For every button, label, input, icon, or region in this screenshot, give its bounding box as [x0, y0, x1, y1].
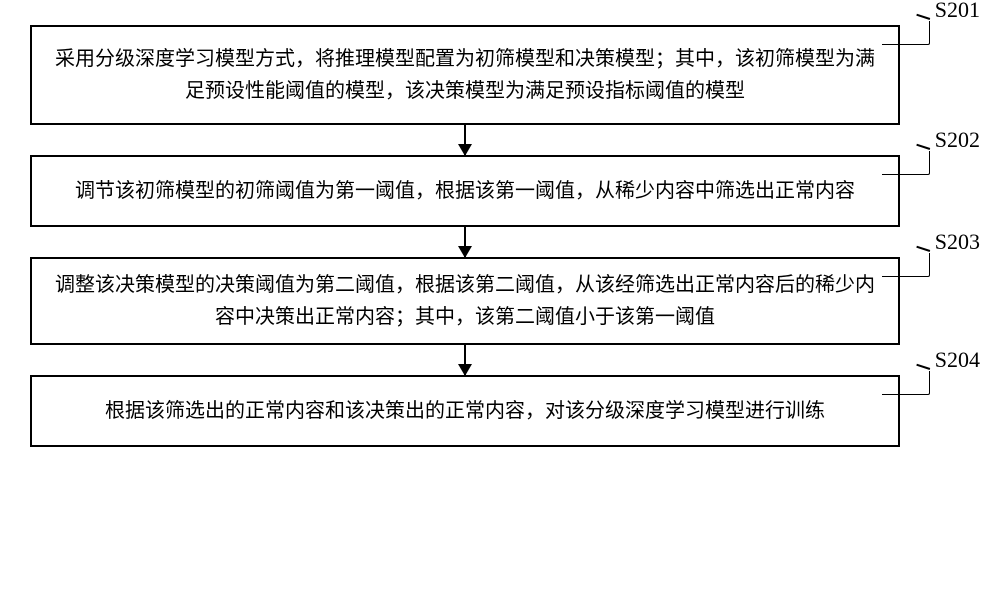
step-box-s204: 根据该筛选出的正常内容和该决策出的正常内容，对该分级深度学习模型进行训练	[30, 375, 900, 447]
arrow-s201-s202	[464, 125, 466, 155]
leader-line-s203	[882, 253, 930, 277]
step-text-s202: 调节该初筛模型的初筛阈值为第一阈值，根据该第一阈值，从稀少内容中筛选出正常内容	[75, 175, 855, 207]
step-box-s202: 调节该初筛模型的初筛阈值为第一阈值，根据该第一阈值，从稀少内容中筛选出正常内容	[30, 155, 900, 227]
arrow-s202-s203	[464, 227, 466, 257]
leader-line-s202	[882, 151, 930, 175]
step-label-s201: S201	[935, 0, 980, 23]
step-label-s203: S203	[935, 229, 980, 255]
leader-line-s204	[882, 371, 930, 395]
arrow-s203-s204	[464, 345, 466, 375]
step-box-s201: 采用分级深度学习模型方式，将推理模型配置为初筛模型和决策模型；其中，该初筛模型为…	[30, 25, 900, 125]
step-label-s204: S204	[935, 347, 980, 373]
step-text-s203: 调整该决策模型的决策阈值为第二阈值，根据该第二阈值，从该经筛选出正常内容后的稀少…	[48, 269, 882, 333]
step-s202: S202 调节该初筛模型的初筛阈值为第一阈值，根据该第一阈值，从稀少内容中筛选出…	[30, 155, 970, 227]
leader-line-s201	[882, 21, 930, 45]
step-text-s204: 根据该筛选出的正常内容和该决策出的正常内容，对该分级深度学习模型进行训练	[105, 395, 825, 427]
step-s201: S201 采用分级深度学习模型方式，将推理模型配置为初筛模型和决策模型；其中，该…	[30, 25, 970, 125]
step-box-s203: 调整该决策模型的决策阈值为第二阈值，根据该第二阈值，从该经筛选出正常内容后的稀少…	[30, 257, 900, 345]
step-s204: S204 根据该筛选出的正常内容和该决策出的正常内容，对该分级深度学习模型进行训…	[30, 375, 970, 447]
step-s203: S203 调整该决策模型的决策阈值为第二阈值，根据该第二阈值，从该经筛选出正常内…	[30, 257, 970, 345]
step-label-s202: S202	[935, 127, 980, 153]
flowchart-container: S201 采用分级深度学习模型方式，将推理模型配置为初筛模型和决策模型；其中，该…	[30, 25, 970, 447]
step-text-s201: 采用分级深度学习模型方式，将推理模型配置为初筛模型和决策模型；其中，该初筛模型为…	[48, 43, 882, 107]
